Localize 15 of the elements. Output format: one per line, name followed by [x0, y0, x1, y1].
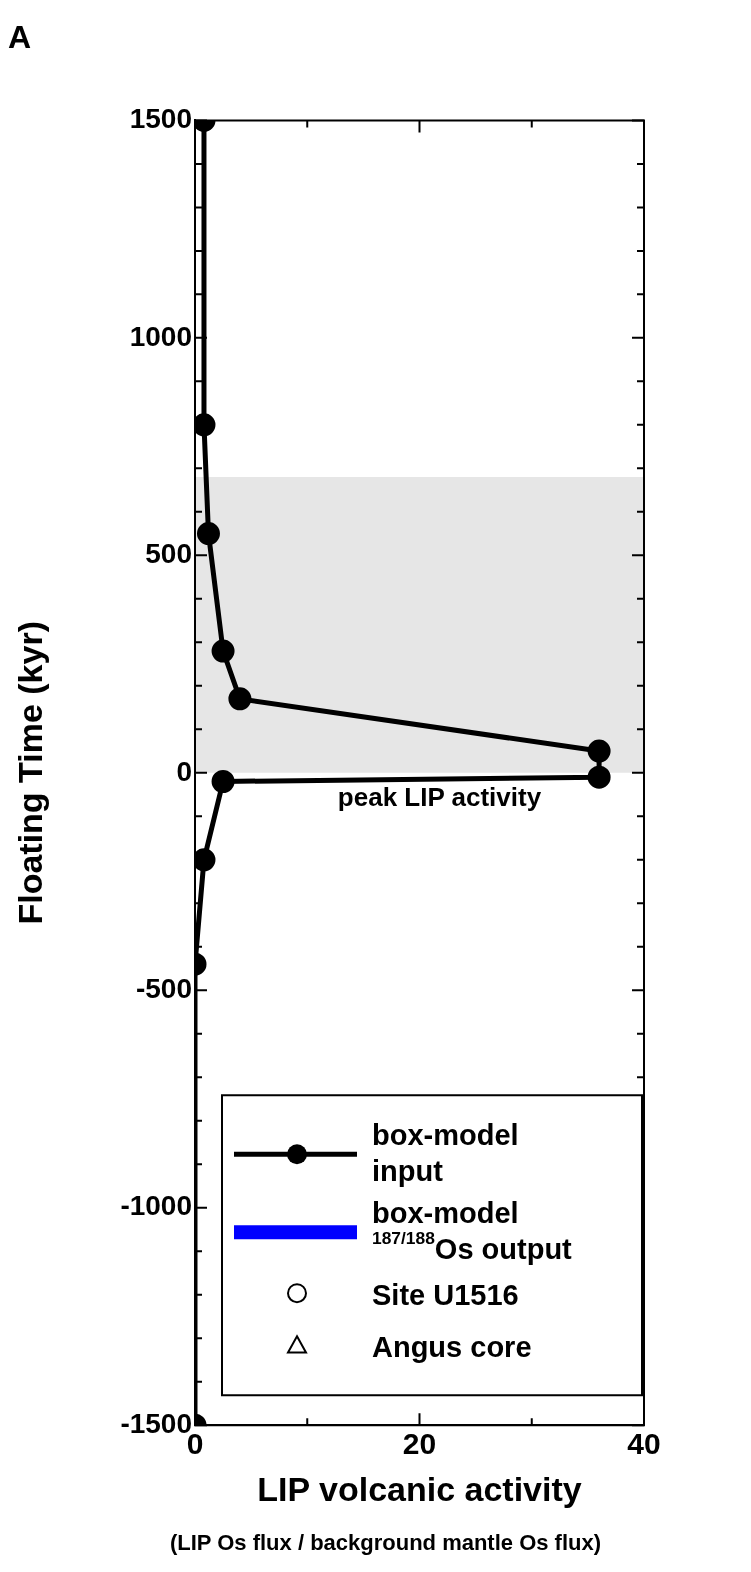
annotation: peak LIP activity	[337, 782, 542, 813]
x-tick-label: 20	[402, 1427, 437, 1461]
y-tick-label: -1000	[120, 1190, 192, 1222]
y-tick-label: 1000	[129, 320, 192, 352]
text: (LIP Os flux / background mantle Os flux)	[169, 1530, 602, 1556]
x-axis-title: LIP volcanic activity	[257, 1469, 582, 1508]
legend-label: Site U1516	[372, 1279, 519, 1312]
y-tick-label: 500	[145, 538, 192, 570]
legend-label: Angus core	[372, 1331, 532, 1364]
x-tick-label: 40	[627, 1427, 661, 1461]
y-axis-title: Floating Time (kyr)	[10, 621, 49, 925]
y-tick-label: 0	[176, 755, 192, 787]
chart-title: A	[8, 19, 32, 56]
y-tick-label: -500	[135, 972, 192, 1004]
y-tick-label: 1500	[129, 103, 192, 135]
